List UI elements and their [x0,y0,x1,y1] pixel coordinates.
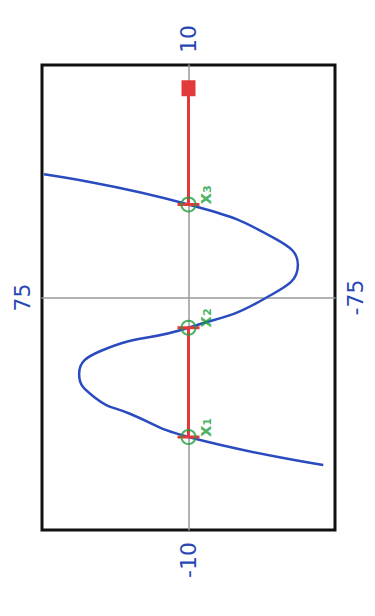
svg-text:x₃: x₃ [194,185,215,205]
svg-text:75: 75 [10,284,35,312]
svg-text:x₁: x₁ [194,418,215,438]
svg-text:10: 10 [176,25,201,53]
svg-text:-75: -75 [343,280,368,316]
svg-text:-10: -10 [176,542,201,578]
svg-text:x₂: x₂ [194,308,215,328]
